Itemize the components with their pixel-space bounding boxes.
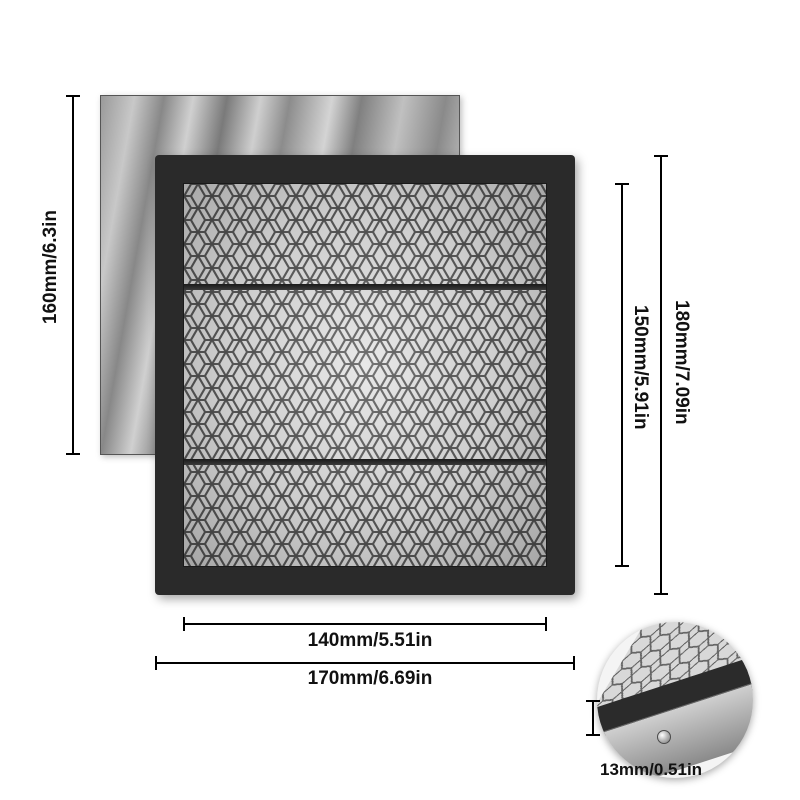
thickness-label: 13mm/0.51in (600, 760, 702, 780)
dim-right-inner-label: 150mm/5.91in (629, 305, 651, 430)
detail-rivet (657, 730, 671, 744)
dim-right-outer-label: 180mm/7.09in (670, 300, 692, 425)
honeycomb-area (183, 183, 547, 567)
honeycomb-panel (155, 155, 575, 595)
dim-bottom-inner-label: 140mm/5.51in (290, 630, 450, 652)
thickness-bracket (592, 700, 594, 736)
dim-bottom-outer-line (155, 662, 575, 664)
thickness-detail-circle (597, 622, 753, 778)
dim-right-outer-line (660, 155, 662, 595)
thickness-tick-bot (586, 734, 600, 736)
diagram-canvas: 160mm/6.3in 180mm/7.09in 150mm/5.91in 14… (0, 0, 800, 800)
dim-right-inner-tick-top (615, 183, 629, 185)
dim-bottom-outer-label: 170mm/6.69in (290, 668, 450, 690)
crossbar-upper (184, 284, 546, 290)
dim-right-outer-tick-top (654, 155, 668, 157)
dim-left-line (72, 95, 74, 455)
honeycomb-pattern-offset (184, 184, 546, 566)
thickness-detail-body (597, 622, 753, 778)
dim-left-tick-bot (66, 453, 80, 455)
dim-bottom-inner-line (183, 623, 547, 625)
dim-bottom-inner-tick-r (545, 617, 547, 631)
dim-bottom-inner-tick-l (183, 617, 185, 631)
crossbar-lower (184, 459, 546, 465)
dim-right-inner-tick-bot (615, 565, 629, 567)
dim-bottom-outer-tick-l (155, 656, 157, 670)
dim-right-outer-tick-bot (654, 593, 668, 595)
thickness-tick-top (586, 700, 600, 702)
dim-left-label: 160mm/6.3in (40, 210, 62, 324)
dim-right-inner-line (621, 183, 623, 567)
dim-bottom-outer-tick-r (573, 656, 575, 670)
dim-left-tick-top (66, 95, 80, 97)
